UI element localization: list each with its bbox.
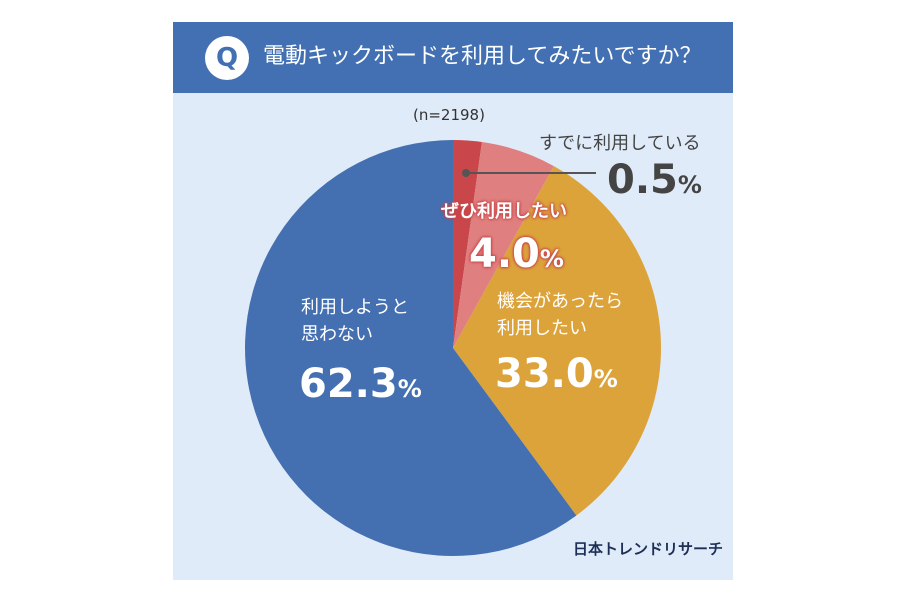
slice-not-interested bbox=[245, 140, 577, 556]
label-not-interested: 利用しようと 思わない bbox=[301, 297, 409, 345]
pie-chart bbox=[245, 140, 661, 556]
value-already-using: 0.5% bbox=[607, 157, 702, 203]
leader-dot bbox=[462, 169, 470, 177]
slice-definitely bbox=[453, 142, 554, 348]
question-header: Q 電動キックボードを利用してみたいですか？ bbox=[173, 22, 733, 93]
value-not-interested: 62.3% bbox=[299, 361, 422, 407]
sample-size: (n=2198) bbox=[413, 106, 485, 124]
question-title: 電動キックボードを利用してみたいですか？ bbox=[263, 44, 702, 69]
source-logo: 日本トレンドリサーチ bbox=[573, 540, 724, 558]
label-definitely: ぜひ利用したい bbox=[441, 201, 567, 222]
q-badge: Q bbox=[205, 36, 249, 80]
slice-if-opportunity bbox=[453, 166, 661, 516]
value-definitely: 4.0% bbox=[469, 231, 564, 277]
value-if-opportunity: 33.0% bbox=[495, 351, 618, 397]
slice-already-using bbox=[453, 140, 482, 348]
label-if-opportunity: 機会があったら 利用したい bbox=[497, 291, 623, 339]
infographic-card: Q 電動キックボードを利用してみたいですか？ (n=2198) すでに利用してい… bbox=[173, 22, 733, 580]
label-already-using: すでに利用している bbox=[539, 133, 701, 154]
